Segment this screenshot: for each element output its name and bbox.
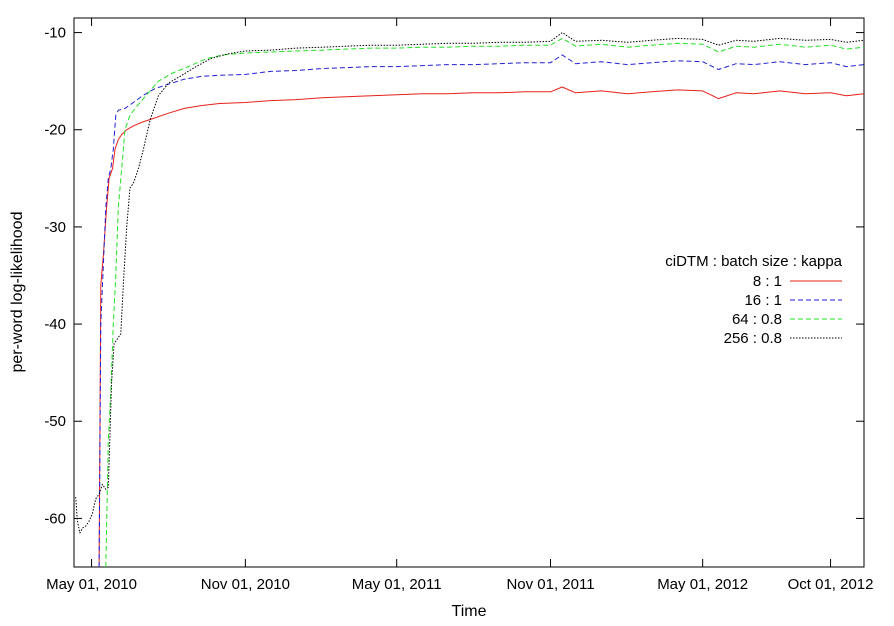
series-layer bbox=[75, 32, 864, 567]
y-tick-label: -40 bbox=[44, 316, 66, 333]
y-tick-label: -30 bbox=[44, 219, 66, 236]
y-tick-label: -50 bbox=[44, 413, 66, 430]
y-tick-label: -10 bbox=[44, 25, 66, 42]
x-tick-label: May 01, 2012 bbox=[657, 576, 748, 593]
y-tick-label: -60 bbox=[44, 510, 66, 527]
x-tick-label: Nov 01, 2010 bbox=[201, 576, 290, 593]
x-tick-label: May 01, 2010 bbox=[46, 576, 137, 593]
legend-label: 256 : 0.8 bbox=[724, 330, 782, 347]
y-tick-label: -20 bbox=[44, 122, 66, 139]
series-line-4 bbox=[75, 32, 864, 534]
plot-frame bbox=[73, 17, 865, 568]
series-line-2 bbox=[98, 54, 864, 567]
y-axis-title: per-word log-likelihood bbox=[9, 212, 26, 373]
legend: ciDTM : batch size : kappa 8 : 1 16 : 1 64… bbox=[665, 253, 842, 347]
series-line-1 bbox=[98, 86, 864, 567]
y-axis: -60 -50 -40 -30 -20 -10 bbox=[44, 25, 864, 527]
legend-title: ciDTM : batch size : kappa bbox=[665, 253, 842, 270]
x-axis-title: Time bbox=[452, 603, 487, 620]
x-tick-label: Nov 01, 2011 bbox=[506, 576, 594, 593]
series-line-3 bbox=[105, 37, 864, 567]
legend-label: 16 : 1 bbox=[744, 292, 782, 309]
x-axis: May 01, 2010 Nov 01, 2010 May 01, 2011 Nov … bbox=[46, 18, 874, 593]
legend-label: 8 : 1 bbox=[753, 273, 782, 290]
legend-label: 64 : 0.8 bbox=[732, 311, 782, 328]
x-tick-label: May 01, 2011 bbox=[352, 576, 442, 593]
x-tick-label: Oct 01, 2012 bbox=[788, 576, 874, 593]
